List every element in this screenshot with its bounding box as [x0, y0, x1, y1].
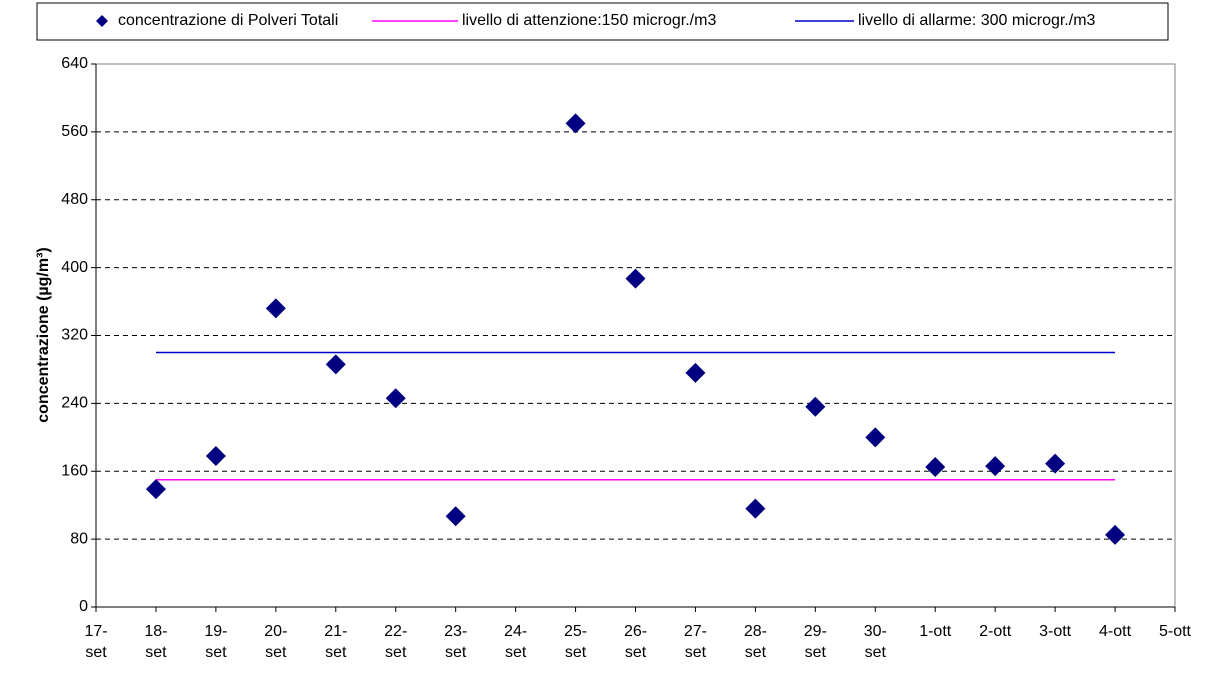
y-tick-label: 160 — [61, 462, 88, 479]
data-point — [565, 113, 586, 134]
data-point — [805, 396, 826, 417]
x-tick-label: 2-ott — [979, 623, 1012, 640]
x-tick-label: 18-set — [144, 623, 168, 661]
data-point — [925, 457, 946, 478]
data-point — [865, 427, 886, 448]
legend-label: concentrazione di Polveri Totali — [118, 12, 338, 29]
x-tick-label: 23-set — [444, 623, 468, 661]
legend-label: livello di allarme: 300 microgr./m3 — [858, 12, 1096, 29]
data-point — [265, 298, 286, 319]
data-point — [625, 268, 646, 289]
data-point — [205, 445, 226, 466]
data-point — [1045, 453, 1066, 474]
data-point — [445, 506, 466, 527]
x-tick-label: 1-ott — [919, 623, 952, 640]
x-tick-label: 27-set — [683, 623, 707, 661]
y-axis-label: concentrazione (µg/m³) — [35, 247, 52, 422]
data-point — [1105, 524, 1126, 545]
data-point — [385, 388, 406, 409]
data-point — [325, 354, 346, 375]
y-tick-label: 0 — [79, 598, 88, 615]
y-tick-label: 320 — [61, 327, 88, 344]
y-tick-label: 640 — [61, 55, 88, 72]
y-tick-label: 400 — [61, 259, 88, 276]
y-tick-label: 480 — [61, 191, 88, 208]
y-tick-label: 80 — [70, 530, 88, 547]
data-point — [985, 456, 1006, 477]
x-tick-label: 25-set — [563, 623, 588, 661]
data-point — [145, 479, 166, 500]
x-tick-label: 5-ott — [1158, 623, 1191, 640]
x-tick-label: 17-set — [84, 623, 108, 661]
y-tick-label: 560 — [61, 123, 88, 140]
x-tick-label: 20-set — [264, 623, 288, 661]
x-tick-label: 4-ott — [1099, 623, 1132, 640]
x-tick-label: 3-ott — [1039, 623, 1072, 640]
legend — [36, 2, 1169, 41]
legend-marker — [96, 15, 108, 27]
plot-area — [95, 63, 1176, 608]
x-tick-label: 30-set — [863, 623, 887, 661]
x-tick-label: 21-set — [324, 623, 348, 661]
x-tick-label: 19-set — [204, 623, 228, 661]
x-tick-label: 22-set — [384, 623, 408, 661]
x-tick-label: 26-set — [623, 623, 648, 661]
y-tick-label: 240 — [61, 395, 88, 412]
x-tick-label: 29-set — [803, 623, 827, 661]
legend-label: livello di attenzione:150 microgr./m3 — [462, 12, 716, 29]
data-point — [685, 362, 706, 383]
x-tick-label: 28-set — [743, 623, 767, 661]
data-point — [745, 498, 766, 519]
x-tick-label: 24-set — [504, 623, 528, 661]
